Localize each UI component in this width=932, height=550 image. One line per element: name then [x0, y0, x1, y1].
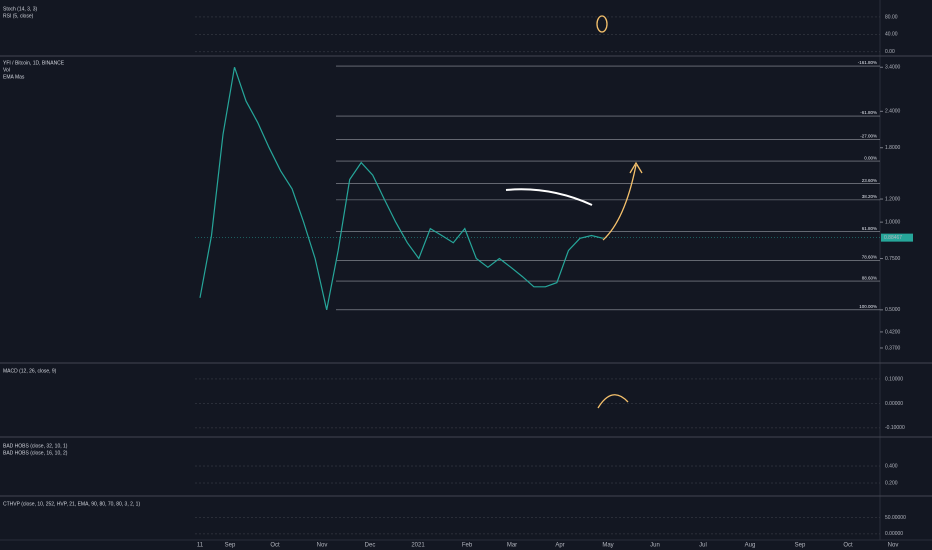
y-tick-label: 2.4000	[885, 109, 901, 115]
x-tick-label: Sep	[795, 543, 806, 549]
panel-separators	[0, 55, 932, 497]
fib-label: 23.60%	[862, 178, 877, 183]
indicator-label: BAD HOBS (close, 16, 10, 2)	[3, 450, 68, 456]
x-tick-label: Nov	[317, 543, 328, 549]
x-tick-label: May	[602, 543, 613, 549]
x-tick-label: Jul	[699, 543, 707, 549]
price-badge-label: 0.88467	[884, 235, 902, 241]
y-tick-label: 1.8000	[885, 145, 901, 151]
fib-label: -27.00%	[860, 134, 877, 139]
x-tick-label: Aug	[745, 543, 756, 549]
y-tick-label: 0.400	[885, 463, 898, 469]
indicator-label: EMA Mas	[3, 74, 25, 80]
y-tick-label: 0.00000	[885, 531, 903, 537]
fib-label: 38.20%	[862, 194, 877, 199]
fib-label: 61.80%	[862, 226, 877, 231]
y-tick-label: 0.00000	[885, 401, 903, 407]
x-tick-label: Mar	[507, 543, 517, 549]
indicator-label: Stoch (14, 3, 3)	[3, 6, 38, 12]
indicator-label: MACD (12, 26, close, 9)	[3, 368, 57, 374]
indicator-label: RSI (5, close)	[3, 13, 34, 19]
indicator-label: YFI / Bitcoin, 1D, BINANCE	[3, 60, 65, 66]
x-tick-label: Apr	[555, 543, 564, 549]
indicator-label: Vol	[3, 67, 10, 73]
x-tick-label: 11	[197, 543, 204, 549]
fib-label: 0.00%	[864, 155, 877, 160]
y-tick-label: 0.200	[885, 480, 898, 486]
y-tick-label: 40.00	[885, 32, 898, 38]
x-tick-label: Oct	[270, 543, 280, 549]
fib-label: 88.60%	[862, 275, 877, 280]
y-tick-label: 0.3700	[885, 345, 901, 351]
x-tick-label: 2021	[411, 543, 425, 549]
y-tick-label: 0.7500	[885, 256, 901, 262]
x-tick-label: Jun	[650, 543, 660, 549]
indicator-label: CTHVP (close, 10, 252, HVP, 21, EMA, 90,…	[3, 501, 140, 507]
x-tick-label: Dec	[365, 543, 376, 549]
fib-label: -61.80%	[860, 110, 877, 115]
fib-label: -161.80%	[858, 60, 877, 65]
x-tick-label: Nov	[888, 543, 899, 549]
y-tick-label: 0.4200	[885, 329, 901, 335]
x-tick-label: Sep	[225, 543, 236, 549]
price-badge	[881, 233, 913, 242]
fib-label: 78.60%	[862, 254, 877, 259]
y-tick-label: 80.00	[885, 14, 898, 20]
y-tick-label: 0.5000	[885, 307, 901, 313]
price-line	[199, 67, 604, 311]
y-tick-label: 1.2000	[885, 196, 901, 202]
x-tick-label: Feb	[462, 543, 473, 549]
x-tick-label: Oct	[843, 543, 853, 549]
indicator-label: BAD HOBS (close, 32, 10, 1)	[3, 443, 68, 449]
y-tick-label: 1.0000	[885, 219, 901, 225]
annotations	[596, 15, 643, 409]
y-tick-label: -0.10000	[885, 425, 905, 431]
annotation-arc	[505, 188, 593, 206]
y-tick-label: 3.4000	[885, 65, 901, 71]
y-tick-label: 0.10000	[885, 376, 903, 382]
y-tick-label: 0.00	[885, 49, 895, 55]
y-tick-label: 50.00000	[885, 515, 906, 521]
fib-label: 100.00%	[859, 304, 877, 309]
